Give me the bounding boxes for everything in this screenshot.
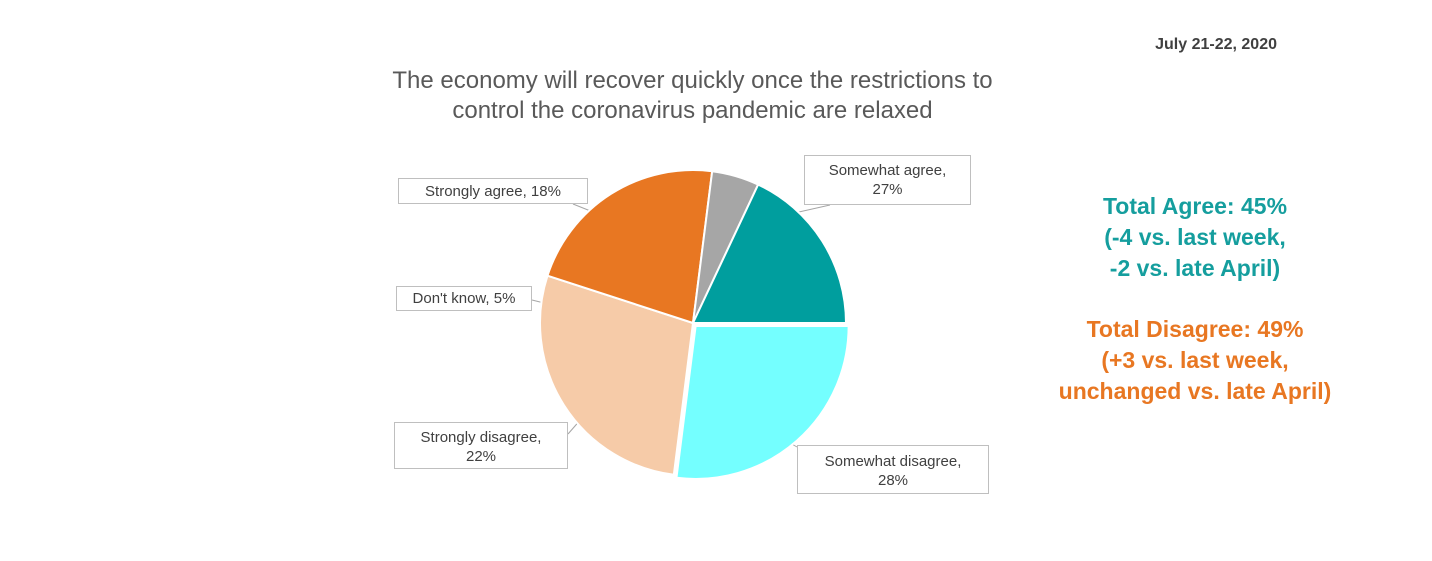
total-agree-line-3: -2 vs. late April): [1109, 255, 1281, 281]
pie-slices: [539, 169, 850, 480]
callout-somewhat-disagree-line-1: Somewhat disagree,: [824, 453, 962, 470]
survey-date: July 21-22, 2020: [1155, 36, 1277, 53]
callout-somewhat-agree: Somewhat agree, 27%: [804, 155, 971, 205]
pie-slice-strongly-disagree: [546, 169, 714, 325]
total-disagree-line-1: Total Disagree: 49%: [1086, 316, 1304, 342]
pie-slice-strongly-agree: [691, 183, 848, 324]
callout-somewhat-agree-line-2: 27%: [872, 181, 903, 198]
total-agree-line-2: (-4 vs. last week,: [1104, 224, 1286, 250]
callout-strongly-agree: Strongly agree, 18%: [398, 178, 588, 204]
callout-somewhat-agree-line-1: Somewhat agree,: [828, 162, 947, 179]
total-disagree-line-2: (+3 vs. last week,: [1101, 347, 1289, 373]
chart-title: The economy will recover quickly once th…: [300, 66, 1085, 126]
callout-strongly-disagree-line-2: 22%: [465, 448, 497, 465]
total-disagree-line-3: unchanged vs. late April): [1058, 378, 1332, 404]
total-agree-line-1: Total Agree: 45%: [1102, 193, 1288, 219]
pie-slice-somewhat-agree: [675, 325, 850, 480]
callout-strongly-agree-line-1: Strongly agree, 18%: [425, 183, 561, 200]
callout-dont-know-line-1: Don't know, 5%: [412, 290, 516, 307]
callout-somewhat-disagree: Somewhat disagree, 28%: [797, 445, 989, 494]
chart-title-line-1: The economy will recover quickly once th…: [392, 67, 993, 94]
chart-title-line-2: control the coronavirus pandemic are rel…: [452, 97, 933, 124]
callout-strongly-disagree: Strongly disagree, 22%: [394, 422, 568, 469]
callout-somewhat-disagree-line-2: 28%: [877, 472, 909, 489]
total-disagree-summary: Total Disagree: 49% (+3 vs. last week, u…: [1020, 314, 1370, 407]
total-agree-summary: Total Agree: 45% (-4 vs. last week, -2 v…: [1030, 191, 1360, 284]
callout-dont-know: Don't know, 5%: [396, 286, 532, 311]
callout-strongly-disagree-line-1: Strongly disagree,: [420, 429, 542, 446]
pie-slice-somewhat-disagree: [539, 274, 695, 476]
